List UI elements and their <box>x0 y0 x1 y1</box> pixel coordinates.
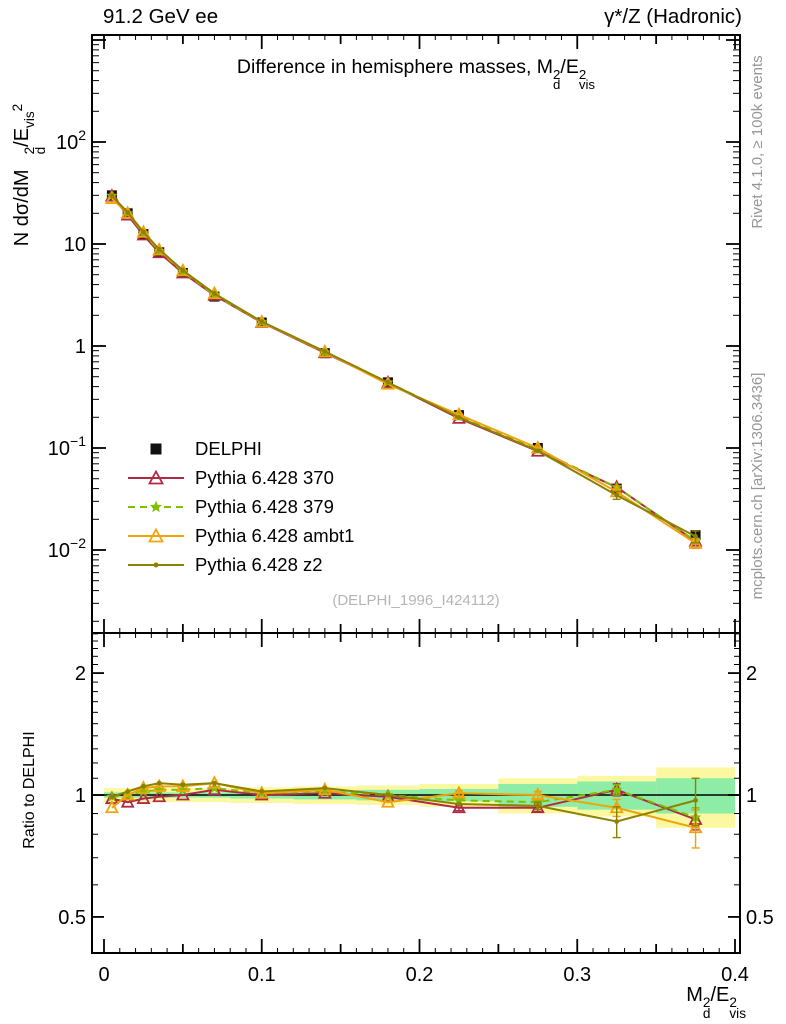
legend-label: Pythia 6.428 z2 <box>195 553 323 575</box>
tick-label: 0.4 <box>721 964 749 986</box>
legend-label: Pythia 6.428 370 <box>195 466 334 488</box>
tick-label: 0.1 <box>248 964 276 986</box>
legend-item-pythia-z2: Pythia 6.428 z2 <box>126 550 354 579</box>
mcplots-caption: mcplots.cern.ch [arXiv:1306.3436] <box>749 372 766 600</box>
tick-label: 2 <box>75 663 86 685</box>
ratio-panel-frame <box>91 632 741 954</box>
tick-label: 0.5 <box>746 907 774 929</box>
analysis-id-watermark: (DELPHI_1996_I424112) <box>332 592 500 609</box>
y-axis-title-main: N dσ/dM 2 d/Evis2 <box>10 103 48 247</box>
tick-label: 1 <box>746 785 757 807</box>
legend-label: DELPHI <box>195 437 262 459</box>
legend-item-delphi: DELPHI <box>126 434 354 463</box>
tick-label: 10−1 <box>48 433 86 460</box>
tick-label: 102 <box>56 127 86 154</box>
process-label: γ*/Z (Hadronic) <box>604 5 742 28</box>
tick-label: 1 <box>75 336 86 358</box>
axis-ticks <box>92 35 740 953</box>
tick-label: 10−2 <box>48 535 86 562</box>
x-axis-title: M 2 d/E 2 vis <box>686 984 746 1021</box>
tick-label: 0 <box>98 964 109 986</box>
legend-marker-pythia-379 <box>128 500 184 512</box>
legend-label: Pythia 6.428 ambt1 <box>195 524 355 546</box>
tick-label: 2 <box>746 663 757 685</box>
tick-label: 10 <box>64 234 86 256</box>
legend-item-pythia-370: Pythia 6.428 370 <box>126 463 354 492</box>
legend-marker-pythia-z2 <box>128 562 184 567</box>
legend-item-pythia-379: Pythia 6.428 379 <box>126 492 354 521</box>
legend-marker-pythia-370 <box>128 469 184 484</box>
plot-title: Difference in hemisphere masses, M 2 d/E 2 v… <box>236 56 596 93</box>
tick-label: 0.2 <box>406 964 434 986</box>
tick-label: 0.3 <box>563 964 591 986</box>
tick-labels: 102 10 1 10−1 10−2 2 2 1 1 0.5 0.5 0 0.1 0.2 0.3 0.4 <box>48 127 774 986</box>
tick-label: 0.5 <box>58 907 86 929</box>
main-series-pythia-6-428-z2 <box>109 193 700 544</box>
legend-marker-pythia-ambt1 <box>128 527 184 542</box>
legend-item-pythia-ambt1: Pythia 6.428 ambt1 <box>126 521 354 550</box>
legend-marker-delphi <box>150 443 162 454</box>
rivet-version-caption: Rivet 4.1.0, ≥ 100k events <box>749 55 766 229</box>
beam-energy-label: 91.2 GeV ee <box>103 5 219 28</box>
tick-label: 1 <box>75 785 86 807</box>
y-axis-title-ratio: Ratio to DELPHI <box>21 731 38 849</box>
legend: DELPHI Pythia 6.428 370 Pythia 6.428 379… <box>126 434 354 579</box>
ratio-series-pythia-6-428-z2 <box>109 777 700 839</box>
legend-label: Pythia 6.428 379 <box>195 495 334 517</box>
